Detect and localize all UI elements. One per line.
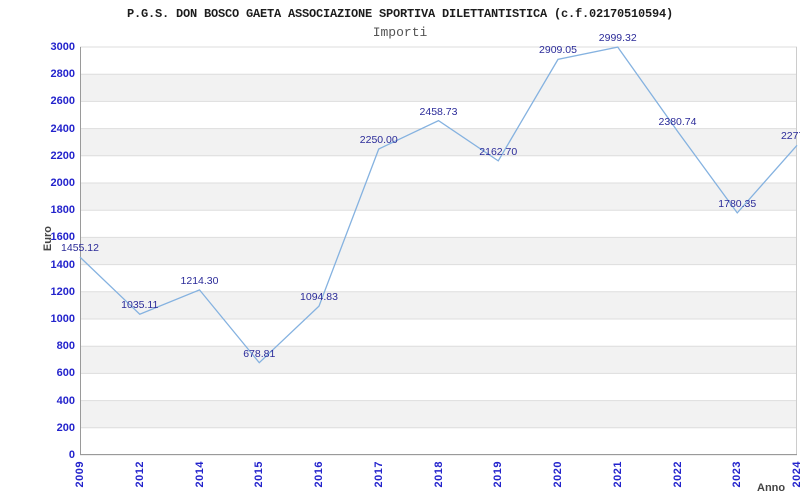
x-tick-label: 2020 [552, 461, 564, 488]
y-tick-label: 2400 [50, 122, 75, 135]
point-value-label: 678.81 [243, 347, 276, 360]
point-value-label: 2250.00 [359, 134, 398, 146]
x-tick-label: 2014 [193, 461, 206, 488]
y-tick-label: 400 [56, 394, 75, 407]
line-chart-canvas [79, 46, 798, 456]
background-band [80, 346, 797, 374]
y-tick-label: 800 [56, 340, 75, 353]
x-axis-title: Anno [757, 482, 786, 494]
point-value-label: 1094.83 [300, 291, 338, 304]
x-tick-label: 2016 [313, 461, 325, 488]
background-band [80, 128, 797, 156]
x-tick-label: 2018 [432, 461, 445, 488]
chart-subtitle: Importi [372, 25, 428, 40]
x-tick-label: 2009 [74, 461, 86, 488]
x-tick-label: 2012 [133, 461, 146, 488]
point-value-label: 1455.12 [61, 242, 99, 255]
y-tick-label: 3000 [50, 41, 75, 53]
y-tick-label: 2800 [50, 68, 75, 81]
y-tick-label: 0 [68, 449, 75, 461]
point-value-label: 2162.70 [479, 145, 518, 158]
y-tick-label: 200 [56, 421, 75, 434]
point-value-label: 2458.73 [419, 105, 458, 118]
y-tick-label: 2600 [50, 95, 75, 108]
point-value-label: 1780.35 [718, 197, 757, 210]
x-tick-label: 2015 [253, 461, 266, 488]
x-tick-label: 2017 [372, 461, 385, 488]
background-band [80, 400, 797, 428]
background-band [80, 74, 797, 102]
y-tick-label: 1200 [50, 285, 75, 298]
y-tick-label: 600 [56, 367, 75, 380]
y-tick-label: 1400 [50, 258, 75, 271]
x-tick-label: 2023 [731, 461, 744, 488]
point-value-label: 2277.5 [780, 130, 800, 143]
y-tick-label: 1000 [50, 313, 75, 325]
x-tick-label: 2019 [492, 461, 505, 488]
point-value-label: 2999.32 [598, 32, 637, 45]
point-value-label: 2380.74 [658, 116, 697, 129]
y-tick-label: 2200 [50, 149, 75, 162]
y-axis-title: Euro [42, 226, 54, 252]
x-tick-label: 2022 [671, 461, 684, 488]
x-tick-label: 2024 [791, 461, 800, 488]
chart-title: P.G.S. DON BOSCO GAETA ASSOCIAZIONE SPOR… [126, 7, 674, 21]
data-line [79, 46, 798, 364]
plot-area: 1455.12 1035.11 1214.30 678.81 1094.83 2250.0… [61, 32, 800, 456]
point-value-label: 1035.11 [121, 299, 159, 312]
background-band [80, 237, 797, 265]
point-value-label: 2909.05 [539, 44, 577, 57]
y-tick-label: 1800 [50, 204, 75, 217]
y-tick-label: 1600 [50, 231, 75, 244]
x-tick-label: 2021 [611, 461, 624, 488]
point-value-label: 1214.30 [180, 274, 219, 287]
background-band [80, 291, 797, 319]
y-tick-label: 2000 [50, 177, 75, 189]
background-band [80, 183, 797, 211]
